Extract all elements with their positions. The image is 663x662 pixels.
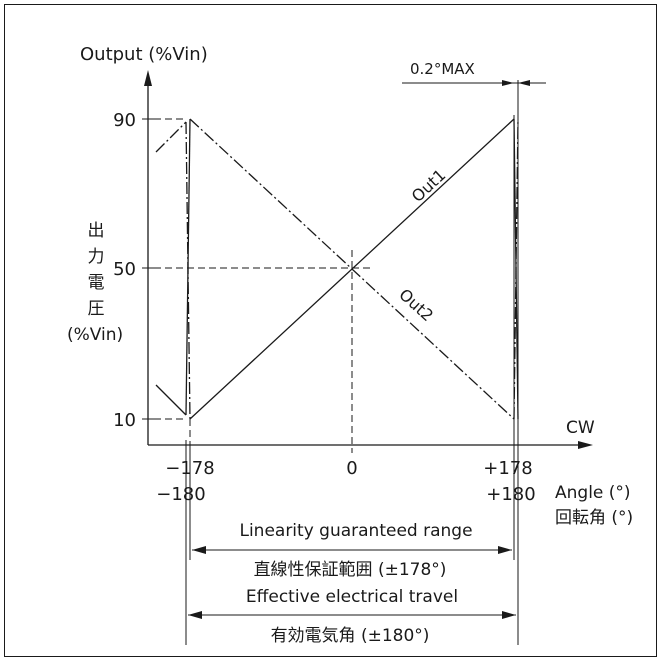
out2-lead-in — [155, 121, 187, 153]
y-axis-label-en: Output (%Vin) — [80, 44, 208, 65]
x-axis-label-en: Angle (°) — [555, 483, 631, 503]
linearity-arrow-right-icon — [498, 546, 512, 554]
y-tick-label-50: 50 — [113, 259, 136, 280]
linearity-label-en: Linearity guaranteed range — [239, 521, 472, 541]
effective-label-jp: 有効電気角 (±180°) — [271, 626, 430, 646]
effective-label-en: Effective electrical travel — [246, 587, 458, 607]
out2-right-rise — [513, 118, 519, 420]
x-axis-direction: CW — [566, 418, 595, 438]
y-axis-label-jp-1: 出 — [88, 221, 105, 241]
max-arrow-left-icon — [502, 80, 514, 86]
y-axis-label-jp-3: 電 — [88, 273, 105, 293]
y-tick-label-10: 10 — [113, 410, 136, 431]
effective-arrow-left-icon — [188, 611, 202, 619]
max-label: 0.2°MAX — [410, 60, 475, 78]
out1-label: Out1 — [408, 165, 450, 206]
out2-left-rise — [185, 121, 191, 420]
x-axis-label-jp: 回転角 (°) — [555, 508, 633, 528]
out2-main-line — [189, 118, 515, 420]
linearity-arrow-left-icon — [192, 546, 206, 554]
x-tick-label-plus178: +178 — [483, 458, 532, 479]
x-tick-label-minus178: −178 — [165, 458, 214, 479]
x-tick-label-zero: 0 — [346, 458, 357, 479]
out1-lead-in — [155, 384, 187, 416]
diagram-frame — [4, 4, 657, 657]
y-axis-label-jp-unit: (%Vin) — [67, 325, 123, 345]
x-tick-label-plus180: +180 — [486, 484, 535, 505]
y-tick-label-90: 90 — [113, 110, 136, 131]
y-axis-label-jp-2: 力 — [88, 247, 105, 267]
out2-label: Out2 — [395, 285, 437, 325]
linearity-label-jp: 直線性保証範囲 (±178°) — [254, 560, 447, 580]
x-axis-arrow-icon — [578, 441, 593, 449]
y-axis-label-jp-4: 圧 — [88, 299, 105, 319]
max-arrow-right-icon — [518, 80, 530, 86]
y-axis-arrow-icon — [144, 70, 152, 86]
x-tick-label-minus180: −180 — [156, 484, 205, 505]
effective-arrow-right-icon — [502, 611, 516, 619]
